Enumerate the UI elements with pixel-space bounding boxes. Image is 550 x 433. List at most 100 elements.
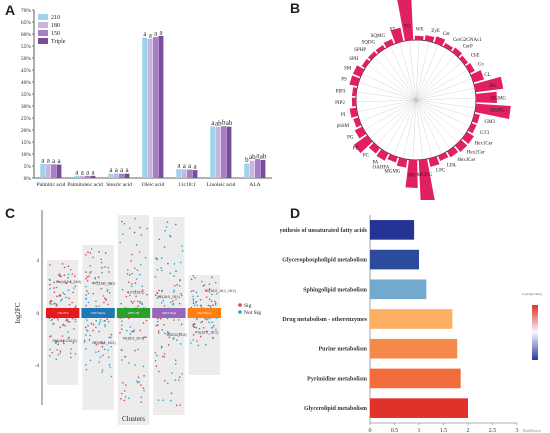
- scatter-point: [125, 384, 127, 386]
- scatter-point: [101, 271, 103, 274]
- scatter-point: [86, 330, 89, 332]
- x-tick-label: 2.5: [489, 428, 497, 433]
- scatter-point: [90, 248, 93, 250]
- point-annotation: TG(16:0_18:1_18:2): [204, 289, 236, 293]
- sig-letter: a: [86, 168, 90, 176]
- scatter-point: [101, 371, 103, 373]
- scatter-point: [176, 339, 178, 342]
- chart-a-svg: 0% 5% 10% 15% 20% 25% 30% 35% 40% 45% 50% 55% 60% 65%…: [21, 8, 272, 188]
- sig-letter: a: [143, 30, 147, 38]
- spoke-line: [359, 99, 417, 122]
- scatter-point: [179, 278, 182, 281]
- point-annotation: PE(16:0_18:1): [157, 295, 180, 299]
- scatter-point: [158, 330, 160, 332]
- cluster-strip: [46, 308, 80, 318]
- bar: [147, 38, 153, 178]
- radial-label: SQDG: [362, 40, 376, 45]
- radial-bar: [470, 70, 485, 83]
- scatter-point: [87, 292, 90, 295]
- scatter-point: [89, 252, 92, 254]
- scatter-point: [57, 280, 59, 283]
- bar: [370, 398, 468, 418]
- radial-label: PIP2: [335, 101, 345, 106]
- scatter-point: [100, 341, 103, 343]
- scatter-point: [62, 292, 65, 294]
- scatter-point: [208, 288, 211, 290]
- spoke-line: [399, 42, 417, 101]
- radial-bar: [397, 0, 414, 42]
- scatter-point: [125, 329, 128, 332]
- scatter-point: [140, 234, 143, 236]
- scatter-point: [137, 376, 140, 379]
- radial-bar: [459, 55, 469, 65]
- scatter-point: [134, 282, 137, 284]
- legend-swatch: [38, 30, 48, 36]
- scatter-point: [154, 276, 157, 278]
- category-label: Purine metabolism: [319, 347, 368, 353]
- scatter-point: [85, 334, 87, 336]
- scatter-point: [92, 323, 95, 326]
- spoke-line: [393, 99, 417, 156]
- cluster-strip: [81, 308, 115, 318]
- scatter-point: [163, 356, 166, 358]
- chart-c-svg: log2FC 4 0 -4 150/210 150/Triple 180/150 180/Tr…: [14, 210, 261, 425]
- radial-label: SM: [344, 66, 352, 71]
- scatter-point: [216, 293, 218, 295]
- chart-b-svg: WE ZyECerCerG2GNAc1CerPChECoCLDGDGMGDGDGG…: [335, 0, 511, 200]
- scatter-point: [171, 372, 173, 374]
- radial-bar: [351, 97, 357, 107]
- scatter-point: [121, 320, 123, 323]
- scatter-point: [103, 348, 106, 351]
- scatter-point: [89, 265, 91, 267]
- scatter-point: [67, 320, 69, 323]
- scatter-point: [85, 304, 87, 307]
- scatter-point: [195, 301, 197, 304]
- y-tick-label: 70%: [21, 8, 32, 14]
- scatter-point: [201, 280, 203, 283]
- legend-label: Not Sig: [244, 310, 261, 316]
- radial-label: DGMG: [491, 96, 507, 101]
- scatter-point: [173, 289, 176, 292]
- scatter-point: [142, 365, 145, 368]
- scatter-point: [57, 354, 60, 356]
- scatter-point: [173, 319, 175, 321]
- sig-letter: a: [177, 162, 181, 170]
- cluster-strip: [116, 308, 151, 318]
- scatter-point: [89, 334, 91, 337]
- scatter-point: [109, 366, 111, 368]
- sig-letter: a: [75, 168, 79, 176]
- radial-bar: [475, 91, 497, 103]
- category-label: ALA: [249, 182, 260, 188]
- scatter-point: [200, 305, 203, 307]
- scatter-point: [154, 352, 157, 354]
- scatter-point: [71, 273, 74, 275]
- y-tick-label: 15%: [21, 140, 32, 146]
- radial-label: CerP: [463, 45, 473, 50]
- scatter-point: [63, 266, 66, 269]
- sig-letter: a: [194, 163, 198, 171]
- scatter-point: [62, 324, 64, 327]
- scatter-point: [134, 267, 136, 269]
- scatter-point: [119, 241, 121, 244]
- radial-label: WE: [416, 28, 424, 33]
- spoke-line: [384, 99, 417, 152]
- cluster-label: 150/210: [57, 311, 69, 315]
- scatter-point: [169, 234, 171, 237]
- scatter-point: [163, 353, 166, 355]
- scatter-point: [144, 256, 147, 259]
- scatter-point: [103, 320, 106, 322]
- radial-label: GT3: [480, 131, 490, 136]
- scatter-point: [57, 274, 60, 277]
- spoke-line: [415, 41, 429, 101]
- scatter-point: [50, 319, 53, 322]
- scatter-point: [199, 335, 202, 338]
- scatter-point: [107, 349, 110, 351]
- scatter-point: [74, 285, 77, 287]
- sig-letter: ab: [226, 119, 233, 127]
- scatter-point: [135, 278, 138, 280]
- scatter-point: [92, 329, 94, 332]
- spoke-line: [415, 99, 433, 158]
- scatter-point: [61, 335, 64, 337]
- radial-label: Cer: [443, 32, 451, 37]
- scatter-point: [130, 285, 133, 287]
